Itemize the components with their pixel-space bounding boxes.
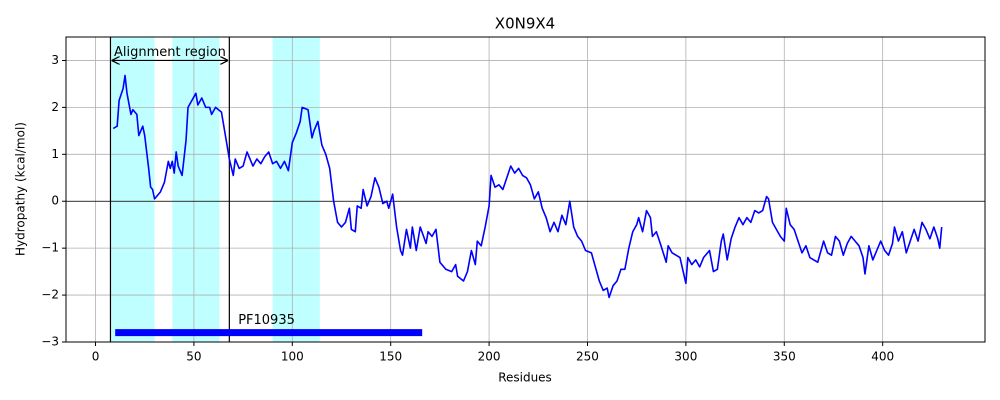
annotation-text: Alignment region bbox=[114, 45, 226, 60]
x-axis-label: Residues bbox=[498, 371, 552, 385]
y-tick-label: 1 bbox=[51, 147, 59, 161]
y-tick-label: −1 bbox=[41, 241, 59, 255]
x-tick-label: 150 bbox=[379, 350, 402, 364]
y-tick-label: 0 bbox=[51, 194, 59, 208]
y-tick-label: −3 bbox=[41, 335, 59, 349]
highlight-span bbox=[272, 37, 320, 342]
y-axis-label: Hydropathy (kcal/mol) bbox=[14, 122, 28, 256]
highlight-span bbox=[111, 37, 155, 342]
y-tick-label: 2 bbox=[51, 100, 59, 114]
domain-bar bbox=[115, 329, 423, 337]
hydropathy-line bbox=[112, 74, 943, 299]
x-tick-label: 350 bbox=[773, 350, 796, 364]
y-tick-label: 3 bbox=[51, 53, 59, 67]
x-tick-label: 0 bbox=[92, 350, 100, 364]
highlight-span bbox=[172, 37, 220, 342]
x-tick-label: 250 bbox=[576, 350, 599, 364]
chart-title: X0N9X4 bbox=[495, 15, 555, 33]
plot-frame bbox=[65, 36, 986, 343]
x-tick-label: 300 bbox=[674, 350, 697, 364]
y-tick-label: −2 bbox=[41, 288, 59, 302]
x-tick-label: 400 bbox=[871, 350, 894, 364]
x-tick-label: 50 bbox=[186, 350, 201, 364]
domain-label: PF10935 bbox=[238, 313, 295, 328]
x-tick-label: 100 bbox=[281, 350, 304, 364]
x-tick-label: 200 bbox=[478, 350, 501, 364]
